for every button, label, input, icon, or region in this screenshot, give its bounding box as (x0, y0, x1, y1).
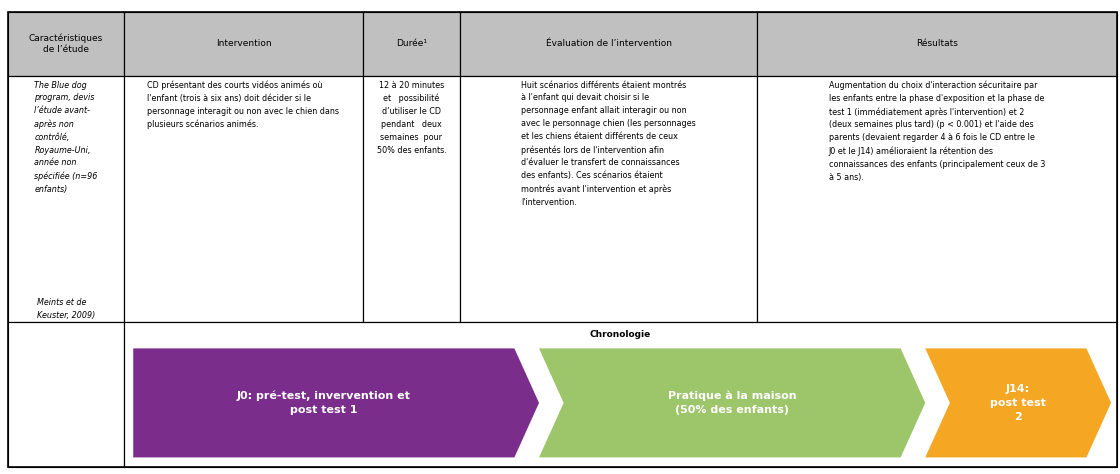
Text: The Blue dog
program, devis
l’étude avant-
après non
contrôlé,
Royaume-Uni,
anné: The Blue dog program, devis l’étude avan… (35, 81, 97, 194)
Bar (8, 322, 124, 467)
Bar (460, 12, 757, 76)
Bar (757, 12, 1117, 76)
Text: Évaluation de l’intervention: Évaluation de l’intervention (545, 39, 672, 48)
Bar (460, 76, 757, 322)
Bar (8, 76, 124, 322)
Text: Huit scénarios différents étaient montrés
à l'enfant qui devait choisir si le
pe: Huit scénarios différents étaient montré… (522, 81, 697, 207)
Text: CD présentant des courts vidéos animés où
l'enfant (trois à six ans) doit décide: CD présentant des courts vidéos animés o… (148, 81, 339, 129)
Polygon shape (539, 348, 925, 457)
Text: Intervention: Intervention (216, 39, 271, 48)
Text: 12 à 20 minutes
et   possibilité
d’utiliser le CD
pendant   deux
semaines  pour
: 12 à 20 minutes et possibilité d’utilise… (376, 81, 446, 155)
Bar (363, 12, 460, 76)
Text: Pratique à la maison
(50% des enfants): Pratique à la maison (50% des enfants) (668, 391, 796, 415)
Text: Augmentation du choix d'interaction sécuritaire par
les enfants entre la phase d: Augmentation du choix d'interaction sécu… (829, 81, 1045, 182)
Bar (363, 76, 460, 322)
Text: J14:
post test
2: J14: post test 2 (990, 384, 1046, 422)
Bar (124, 76, 363, 322)
Polygon shape (133, 348, 539, 457)
Text: Chronologie: Chronologie (590, 330, 651, 338)
Text: Durée¹: Durée¹ (396, 39, 427, 48)
Polygon shape (925, 348, 1111, 457)
Bar (8, 12, 124, 76)
Bar (124, 12, 363, 76)
Text: Résultats: Résultats (916, 39, 958, 48)
Text: Meints et de
Keuster, 2009): Meints et de Keuster, 2009) (37, 298, 95, 320)
Text: J0: pré-test, invervention et
post test 1: J0: pré-test, invervention et post test … (236, 391, 411, 415)
Bar (124, 322, 1117, 467)
Text: Caractéristiques
de l’étude: Caractéristiques de l’étude (29, 33, 103, 55)
Bar (757, 76, 1117, 322)
